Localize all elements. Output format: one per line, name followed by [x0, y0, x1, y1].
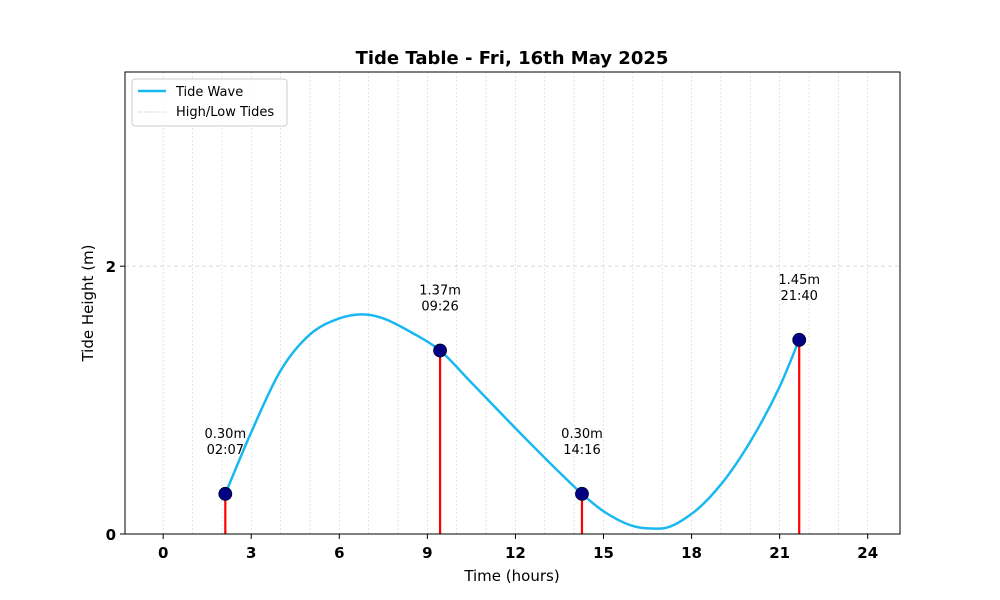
tide-time-label: 09:26 — [421, 300, 458, 315]
x-tick-label: 15 — [593, 544, 614, 562]
chart-title: Tide Table - Fri, 16th May 2025 — [356, 48, 669, 69]
tide-time-label: 02:07 — [207, 443, 244, 458]
legend: Tide Wave High/Low Tides — [131, 78, 288, 127]
tide-marker — [792, 332, 807, 347]
y-tick-label: 2 — [106, 258, 116, 276]
tide-time-label: 21:40 — [780, 289, 817, 304]
tide-height-label: 0.30m — [561, 427, 603, 442]
tide-wave-series — [224, 313, 801, 530]
legend-box — [131, 78, 288, 127]
tide-time-label: 14:16 — [563, 443, 600, 458]
x-tick-label: 24 — [857, 544, 878, 562]
tide-height-label: 0.30m — [205, 427, 247, 442]
grid-lines — [125, 72, 900, 534]
plot-frame — [124, 71, 901, 535]
tide-height-label: 1.45m — [778, 273, 820, 288]
tide-wave-line — [224, 313, 801, 530]
x-tick-label: 18 — [681, 544, 702, 562]
x-tick-label: 3 — [246, 544, 256, 562]
x-tick-label: 9 — [422, 544, 432, 562]
tide-marker — [575, 486, 589, 501]
x-axis-label: Time (hours) — [463, 567, 559, 585]
tide-stems — [224, 339, 801, 534]
y-tick-label: 0 — [106, 526, 116, 544]
tide-height-label: 1.37m — [419, 284, 461, 299]
x-tick-label: 0 — [158, 544, 168, 562]
tide-markers — [218, 332, 807, 501]
x-tick-label: 21 — [769, 544, 790, 562]
tide-marker — [218, 486, 233, 501]
x-tick-label: 12 — [505, 544, 526, 562]
x-tick-label: 6 — [334, 544, 344, 562]
tide-marker — [433, 343, 447, 358]
y-axis-label: Tide Height (m) — [79, 244, 97, 362]
legend-label-high-low-tides: High/Low Tides — [176, 105, 274, 120]
legend-label-tide-wave: Tide Wave — [175, 85, 243, 100]
axis-ticks: 0 3 6 9 12 15 18 21 24 0 2 — [106, 258, 879, 562]
